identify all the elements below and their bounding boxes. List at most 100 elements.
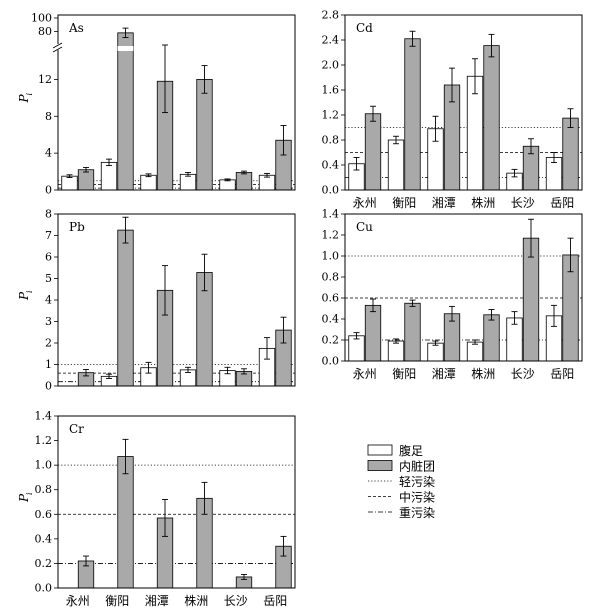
y-tick-label: 1.2 <box>35 434 53 447</box>
bar-break-gap <box>117 46 134 51</box>
plot-frame <box>344 213 583 362</box>
viscera-bar <box>364 113 382 191</box>
foot-bar <box>387 139 405 191</box>
panel-title: As <box>68 21 84 35</box>
viscera-bar <box>117 229 134 387</box>
viscera-bar <box>404 302 421 362</box>
y-tick-label: 6 <box>45 251 52 264</box>
foot-bar <box>100 161 118 191</box>
y-tick-label: 0.2 <box>35 557 53 570</box>
y-tick-label: 3 <box>45 315 52 328</box>
category-label: 衡阳 <box>105 594 129 608</box>
category-label: 岳阳 <box>263 594 287 608</box>
y-axis-label: P <box>17 94 31 104</box>
legend-swatch <box>367 460 393 471</box>
y-axis-label-sub: i <box>25 290 34 293</box>
panel-cr: 0.0 0.2 0.4 0.6 0.8 1.0 1.2 1.4 永州 衡阳 湘潭 株洲 长沙 岳阳 Cr Pi <box>17 410 296 608</box>
y-tick-label: 0.0 <box>322 355 340 368</box>
foot-bar <box>387 340 405 362</box>
category-label: 长沙 <box>511 196 535 210</box>
viscera-bar <box>196 79 213 191</box>
axis-break-gap <box>52 44 64 50</box>
category-label: 株洲 <box>471 195 495 210</box>
legend-label: 中污染 <box>399 490 435 505</box>
y-tick-label: 4 <box>45 147 52 160</box>
viscera-bar <box>483 314 500 362</box>
y-tick-label: 0.6 <box>322 292 340 305</box>
y-tick-label: 5 <box>45 272 52 285</box>
foot-bar <box>219 179 236 191</box>
category-label: 岳阳 <box>550 196 574 210</box>
category-label: 永州 <box>353 367 377 381</box>
y-tick-label: 1.2 <box>322 229 340 242</box>
viscera-bar <box>483 45 500 191</box>
foot-bar <box>348 335 365 362</box>
foot-bar <box>61 175 78 191</box>
category-label: 长沙 <box>224 594 248 608</box>
y-tick-label: 0.4 <box>35 532 53 545</box>
y-axis-label-sub: i <box>25 93 34 96</box>
category-label: 衡阳 <box>392 196 416 210</box>
category-label: 永州 <box>66 594 90 608</box>
plot-frame <box>57 415 296 589</box>
legend-swatch <box>367 444 393 456</box>
legend-label: 重污染 <box>399 505 435 520</box>
plot-frame <box>344 14 583 191</box>
viscera-bar <box>117 32 134 191</box>
plot-frame <box>57 14 296 191</box>
y-tick-label: 1.4 <box>322 208 340 221</box>
panel-title: Pb <box>69 220 85 234</box>
y-tick-label: 1.0 <box>35 459 53 472</box>
category-label: 岳阳 <box>550 367 574 381</box>
y-tick-label: 0.0 <box>35 582 53 595</box>
y-tick-label: 0 <box>45 184 52 197</box>
category-label: 株洲 <box>184 593 208 608</box>
y-tick-label: 0.8 <box>322 271 340 284</box>
foot-bar <box>466 341 484 362</box>
y-tick-label: 8 <box>45 208 52 221</box>
y-tick-label: 0.8 <box>35 483 53 496</box>
y-axis-label-sub: i <box>25 492 34 495</box>
foot-bar <box>140 174 157 191</box>
y-tick-label: 0.4 <box>322 159 340 172</box>
viscera-bar <box>404 38 421 191</box>
panel-title: Cd <box>356 21 373 35</box>
viscera-bar <box>77 169 95 191</box>
foot-bar <box>427 342 444 362</box>
category-label: 衡阳 <box>392 367 416 381</box>
axis-break-mark <box>52 42 63 49</box>
y-tick-label: 0.8 <box>322 134 340 147</box>
axis-break-mark <box>52 46 63 53</box>
legend-label: 轻污染 <box>399 474 435 489</box>
y-tick-label: 1.4 <box>35 410 53 423</box>
y-tick-label: 1.2 <box>322 109 340 122</box>
foot-bar <box>179 173 197 191</box>
y-tick-label: 100 <box>31 12 52 25</box>
category-label: 湘潭 <box>432 366 456 381</box>
panel-cd: 0.0 0.4 0.8 1.2 1.6 2.0 2.4 2.8 永州 衡阳 湘潭 株洲 长沙 岳阳 Cd <box>322 9 583 210</box>
panel-pb: 0 1 2 3 4 5 6 7 8 Pb Pi <box>17 208 296 393</box>
panel-cu: 0.0 0.2 0.4 0.6 0.8 1.0 1.2 1.4 永州 衡阳 湘潭 株洲 长沙 岳阳 Cu <box>322 208 583 381</box>
y-tick-label: 0.4 <box>322 313 340 326</box>
legend-label: 腹足 <box>399 444 423 458</box>
y-tick-label: 1.6 <box>322 84 340 97</box>
y-tick-label: 80 <box>38 25 52 38</box>
y-tick-label: 2 <box>45 337 52 350</box>
y-tick-label: 0.0 <box>322 184 340 197</box>
y-tick-label: 2.4 <box>322 34 340 47</box>
y-tick-label: 4 <box>45 294 52 307</box>
y-tick-label: 2.0 <box>322 59 340 72</box>
y-tick-label: 8 <box>45 110 52 123</box>
y-tick-label: 1.0 <box>322 250 340 263</box>
category-label: 永州 <box>353 196 377 210</box>
panel-title: Cr <box>69 422 84 436</box>
category-label: 湘潭 <box>432 195 456 210</box>
viscera-bar <box>562 117 579 191</box>
viscera-bar <box>364 304 382 362</box>
category-label: 湘潭 <box>145 593 169 608</box>
y-tick-label: 7 <box>45 229 52 242</box>
category-label: 株洲 <box>471 366 495 381</box>
